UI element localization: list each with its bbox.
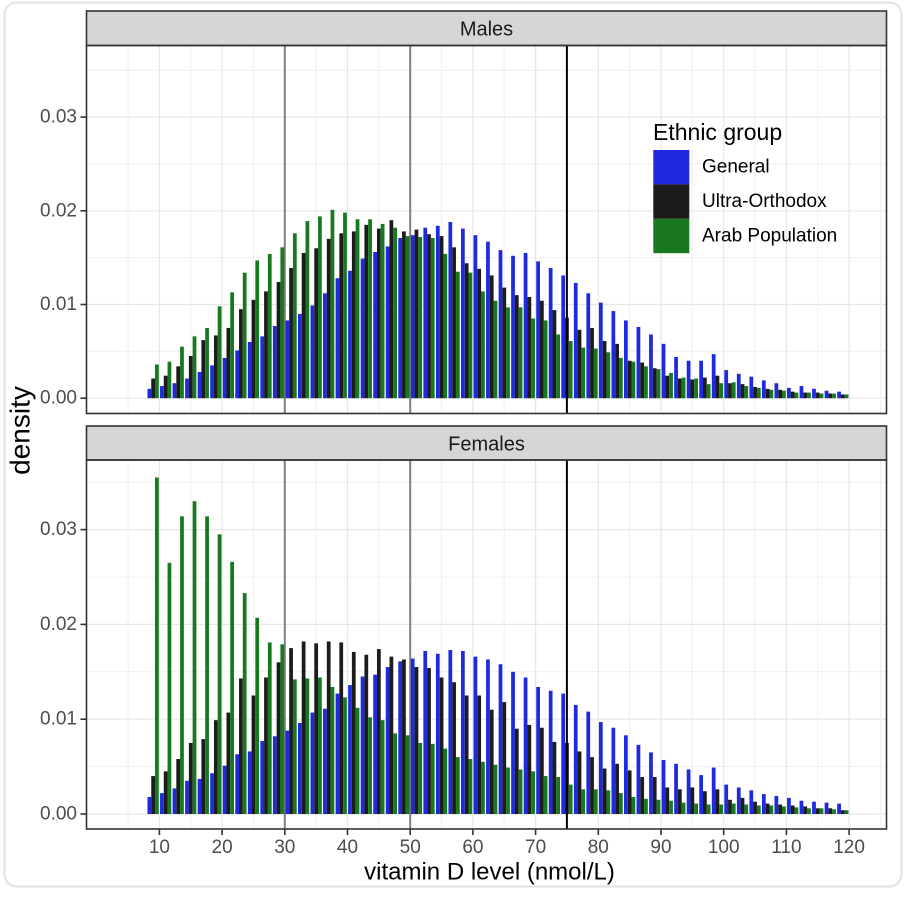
svg-text:10: 10 <box>149 837 170 858</box>
svg-text:40: 40 <box>337 837 358 858</box>
svg-text:0.01: 0.01 <box>40 294 77 315</box>
svg-text:0.03: 0.03 <box>40 107 77 128</box>
svg-text:0.00: 0.00 <box>40 804 77 825</box>
svg-text:100: 100 <box>708 837 740 858</box>
svg-text:Ultra-Orthodox: Ultra-Orthodox <box>702 191 827 212</box>
svg-text:80: 80 <box>588 837 609 858</box>
svg-text:90: 90 <box>650 837 671 858</box>
svg-text:Arab Population: Arab Population <box>702 226 837 247</box>
svg-text:110: 110 <box>771 837 801 858</box>
svg-text:60: 60 <box>462 837 483 858</box>
svg-text:120: 120 <box>833 837 865 858</box>
svg-text:vitamin D level (nmol/L): vitamin D level (nmol/L) <box>364 859 615 886</box>
svg-text:Males: Males <box>460 19 513 41</box>
svg-text:30: 30 <box>274 837 295 858</box>
svg-text:density: density <box>5 386 36 475</box>
svg-text:Ethnic group: Ethnic group <box>653 119 782 145</box>
svg-text:50: 50 <box>400 837 421 858</box>
svg-text:Females: Females <box>448 434 525 456</box>
svg-text:20: 20 <box>212 837 233 858</box>
svg-text:0.01: 0.01 <box>40 709 77 730</box>
svg-text:General: General <box>702 157 770 178</box>
svg-text:0.00: 0.00 <box>40 388 77 409</box>
svg-text:70: 70 <box>525 837 546 858</box>
svg-text:0.03: 0.03 <box>40 519 77 540</box>
svg-text:0.02: 0.02 <box>40 614 77 635</box>
svg-text:0.02: 0.02 <box>40 200 77 221</box>
